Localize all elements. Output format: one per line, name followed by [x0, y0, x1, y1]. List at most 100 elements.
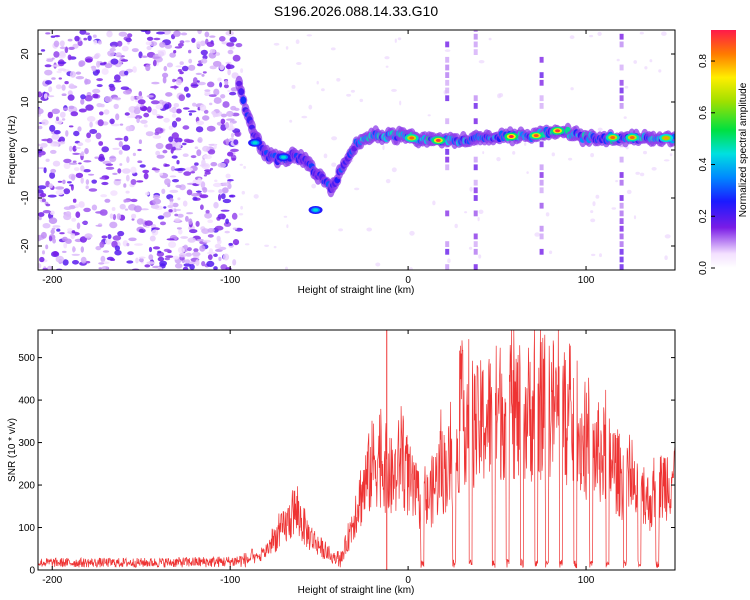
spectrogram-noise-cell — [182, 153, 189, 157]
spectrogram-noise-cell — [52, 64, 61, 67]
spectrogram-noise-cell — [138, 256, 146, 259]
spectrogram-noise-cell — [117, 168, 122, 174]
spectrogram-noise-cell — [91, 204, 98, 211]
spectrogram-noise-cell — [145, 41, 152, 46]
spectrogram-noise-cell — [114, 74, 121, 81]
spectrogram-noise-cell — [176, 78, 182, 86]
spectrogram-noise-cell — [117, 40, 123, 47]
spectrogram-faint-cell — [391, 167, 397, 173]
spectrogram-noise-cell — [150, 100, 160, 105]
spectrogram-noise-cell — [187, 237, 196, 243]
spectrogram-streak-cell — [473, 156, 478, 163]
spectrogram-noise-cell — [164, 257, 171, 261]
spectrogram-faint-cell — [597, 31, 602, 36]
spectrogram-streak-cell — [539, 72, 544, 78]
spectrogram-hotspot-core — [663, 136, 669, 140]
spectrogram-noise-cell — [169, 197, 174, 203]
spectrogram-noise-cell — [146, 45, 152, 51]
spectrogram-noise-cell — [81, 221, 88, 225]
spectrogram-noise-cell — [146, 36, 154, 41]
spectrogram-ridge-cell — [236, 80, 243, 87]
spectrogram-noise-cell — [128, 237, 137, 242]
spectrogram-noise-cell — [206, 125, 216, 132]
spectrogram-noise-cell — [200, 58, 208, 64]
spectrogram-noise-cell — [144, 220, 153, 226]
spectrogram-noise-cell — [174, 168, 183, 172]
spectrogram-noise-cell — [72, 145, 77, 152]
spectrogram-streak-cell — [473, 49, 478, 55]
spectrogram-noise-cell — [231, 212, 238, 220]
spectrogram-y-ticks: -20 -10 0 10 20 — [20, 48, 675, 253]
spectrogram-noise-cell — [136, 117, 140, 124]
spectrogram-noise-cell — [122, 168, 131, 174]
spectrogram-noise-cell — [80, 256, 87, 264]
spectrogram-streak-cell — [473, 33, 478, 40]
spectrogram-faint-cell — [635, 171, 640, 175]
spectrogram-noise-cell — [223, 84, 229, 89]
spectrogram-faint-cell — [338, 228, 343, 232]
spectrogram-noise-cell — [204, 171, 211, 175]
spectrogram-faint-cell — [639, 31, 644, 35]
spectrogram-noise-cell — [163, 248, 171, 252]
spectrogram-noise-cell — [156, 154, 165, 159]
spectrogram-streak-cell — [445, 56, 450, 63]
spectrogram-noise-cell — [63, 242, 68, 249]
spectrogram-noise-cell — [163, 117, 170, 123]
spectrogram-noise-cell — [213, 143, 217, 150]
spectrogram-noise-cell — [157, 266, 163, 270]
spectrogram-noise-cell — [161, 188, 166, 194]
spectrogram-noise-cell — [201, 228, 210, 235]
spectrogram-hotspot-core — [252, 141, 258, 145]
snr-x-tick-label: -100 — [220, 575, 240, 586]
spectrogram-faint-cell — [644, 66, 648, 70]
spectrogram-x-ticks: -200 -100 0 100 — [42, 30, 595, 286]
spectrogram-noise-cell — [159, 260, 168, 267]
spectrogram-noise-cell — [134, 115, 143, 120]
spectrogram-streak-cell — [539, 56, 544, 63]
spectrogram-streak-cell — [473, 95, 478, 102]
spectrogram-streak-cell — [619, 195, 624, 201]
spectrogram-noise-cell — [191, 37, 196, 43]
spectrogram-streak-cell — [539, 103, 544, 109]
spectrogram-noise-cell — [124, 112, 130, 116]
spectrogram-noise-cell — [136, 180, 144, 183]
spectrogram-noise-cell — [106, 30, 113, 38]
spectrogram-noise-cell — [118, 31, 128, 37]
spectrogram-streak-cell — [619, 218, 624, 224]
spectrogram-noise-cell — [99, 111, 104, 116]
spectrogram-noise-cell — [117, 230, 125, 237]
spectrogram-noise-cell — [217, 77, 222, 82]
spectrogram-streak-cell — [619, 248, 624, 255]
spectrogram-noise-cell — [96, 84, 103, 88]
spectrogram-faint-cell — [289, 119, 293, 123]
spectrogram-faint-cell — [663, 159, 670, 162]
spectrogram-noise-cell — [105, 166, 115, 170]
spectrogram-noise-cell — [47, 194, 57, 198]
spectrogram-faint-cell — [384, 56, 390, 60]
spectrogram-faint-cell — [651, 167, 657, 171]
spectrogram-noise-cell — [83, 207, 91, 213]
spectrogram-noise-cell — [139, 257, 144, 263]
spectrogram-streak-cell — [445, 79, 450, 86]
spectrogram-noise-cell — [133, 108, 141, 115]
spectrogram-faint-cell — [447, 258, 451, 264]
snr-series-line — [38, 330, 675, 569]
spectrogram-noise-cell — [43, 167, 47, 174]
spectrogram-noise-cell — [141, 55, 148, 58]
spectrogram-y-tick-label: 20 — [20, 48, 31, 60]
snr-x-ticks: -200 -100 0 100 — [42, 330, 595, 586]
spectrogram-x-tick-label: -200 — [42, 275, 62, 286]
spectrogram-noise-cell — [136, 218, 144, 225]
spectrogram-noise-cell — [203, 154, 212, 160]
spectrogram-noise-cell — [226, 118, 235, 121]
spectrogram-noise-cell — [67, 94, 75, 101]
spectrogram-noise-cell — [67, 54, 72, 61]
spectrogram-noise-cell — [179, 71, 184, 75]
spectrogram-noise-cell — [48, 183, 53, 189]
spectrogram-noise-cell — [165, 92, 173, 97]
spectrogram-noise-cell — [72, 160, 77, 163]
spectrogram-noise-cell — [227, 89, 231, 93]
spectrogram-streak-cell — [619, 172, 624, 178]
spectrogram-streak-cell — [473, 103, 478, 109]
spectrogram-noise-cell — [38, 125, 43, 130]
